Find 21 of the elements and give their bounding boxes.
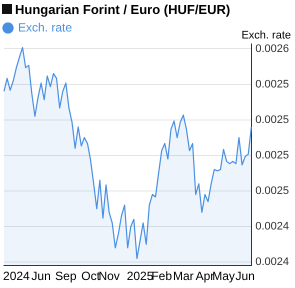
x-tick-label: Mar — [172, 269, 194, 284]
x-tick-label: Sep — [55, 269, 77, 284]
x-tick-label: May — [212, 269, 235, 284]
x-tick-label: 2024 — [3, 269, 30, 284]
x-tick-label: Oct — [81, 269, 101, 284]
x-tick-label: Apr — [196, 269, 214, 284]
x-tick-label: Nov — [98, 269, 120, 284]
chart-title: Hungarian Forint / Euro (HUF/EUR) — [15, 2, 230, 16]
y-axis-title: Exch. rate — [241, 30, 291, 42]
y-tick-label: 0.0024 — [255, 220, 290, 233]
legend-label: Exch. rate — [18, 20, 72, 34]
y-tick-label: 0.0024 — [255, 256, 290, 268]
x-tick-label: Jun — [31, 269, 51, 284]
y-tick-label: 0.0025 — [255, 114, 290, 126]
y-tick-label: 0.0025 — [255, 78, 290, 90]
y-tick-label: 0.0025 — [255, 184, 290, 197]
x-tick-label: Feb — [151, 269, 172, 284]
y-tick-label: 0.0025 — [255, 149, 290, 162]
y-tick-label: 0.0026 — [255, 42, 290, 55]
x-tick-label: 2025 — [126, 269, 154, 284]
x-tick-label: Jun — [235, 269, 255, 284]
